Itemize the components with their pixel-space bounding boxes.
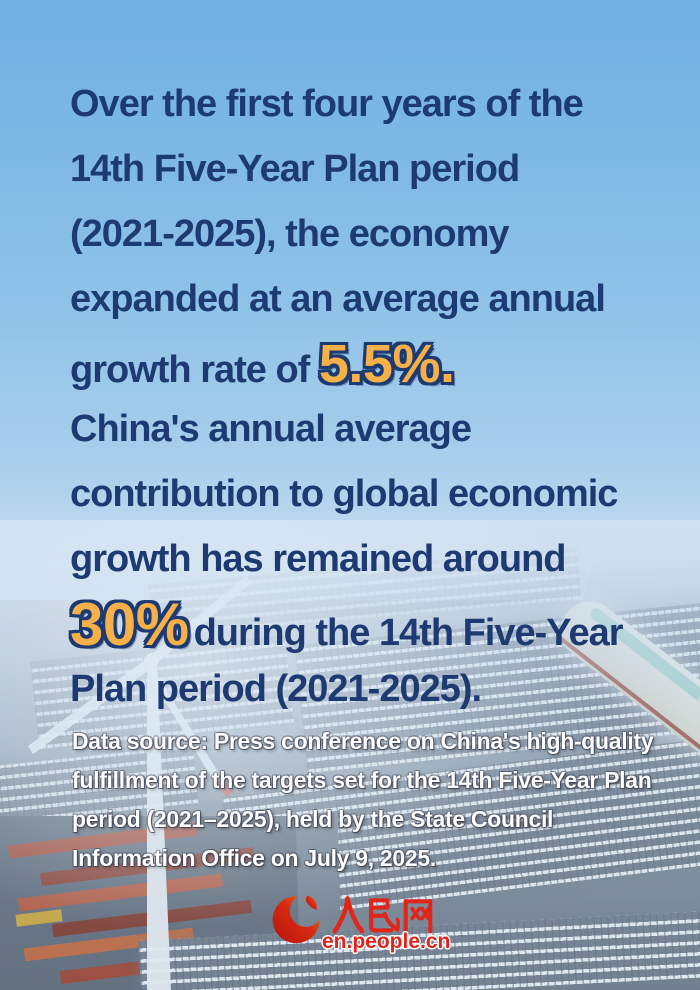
headline-text: China's annual average bbox=[70, 408, 472, 450]
headline-text: growth rate of bbox=[70, 349, 319, 391]
data-source-line: Information Office on July 9, 2025. bbox=[72, 845, 436, 871]
renminwang-wordmark bbox=[332, 896, 433, 934]
headline-line: contribution to global economic bbox=[70, 462, 670, 527]
headline-line: 14th Five-Year Plan period bbox=[70, 137, 670, 202]
data-source-line: period (2021–2025), held by the State Co… bbox=[72, 806, 554, 832]
peoples-daily-logo: en.people.cn bbox=[262, 882, 462, 967]
headline-line: Over the first four years of the bbox=[70, 72, 670, 137]
headline-line: expanded at an average annual bbox=[70, 267, 670, 332]
data-source-line: Data source: Press conference on China's… bbox=[72, 728, 654, 754]
site-url: en.people.cn bbox=[322, 930, 451, 953]
headline-text: Plan period (2021-2025). bbox=[70, 668, 482, 710]
headline-line: 30% during the 14th Five-Year bbox=[70, 592, 670, 657]
headline-line: growth has remained around bbox=[70, 527, 670, 592]
headline-line: growth rate of 5.5%. bbox=[70, 332, 670, 397]
headline-text: Over the first four years of the bbox=[70, 83, 584, 125]
headline-text: during the 14th Five-Year bbox=[193, 612, 624, 654]
headline-line: Plan period (2021-2025). bbox=[70, 657, 670, 722]
global-contribution-value: 30% bbox=[70, 591, 189, 658]
headline-text: 14th Five-Year Plan period bbox=[70, 148, 520, 190]
data-source-note: Data source: Press conference on China's… bbox=[72, 722, 672, 878]
headline-text: contribution to global economic bbox=[70, 473, 618, 515]
headline-line: China's annual average bbox=[70, 397, 670, 462]
headline-line: (2021-2025), the economy bbox=[70, 202, 670, 267]
headline-text: (2021-2025), the economy bbox=[70, 213, 510, 255]
headline-text: growth has remained around bbox=[70, 538, 567, 580]
growth-rate-value: 5.5%. bbox=[318, 334, 455, 394]
data-source-line: fulfillment of the targets set for the 1… bbox=[72, 767, 652, 793]
headline: Over the first four years of the 14th Fi… bbox=[70, 72, 670, 722]
peoples-daily-crescent-icon bbox=[272, 895, 320, 944]
headline-text: expanded at an average annual bbox=[70, 278, 606, 320]
